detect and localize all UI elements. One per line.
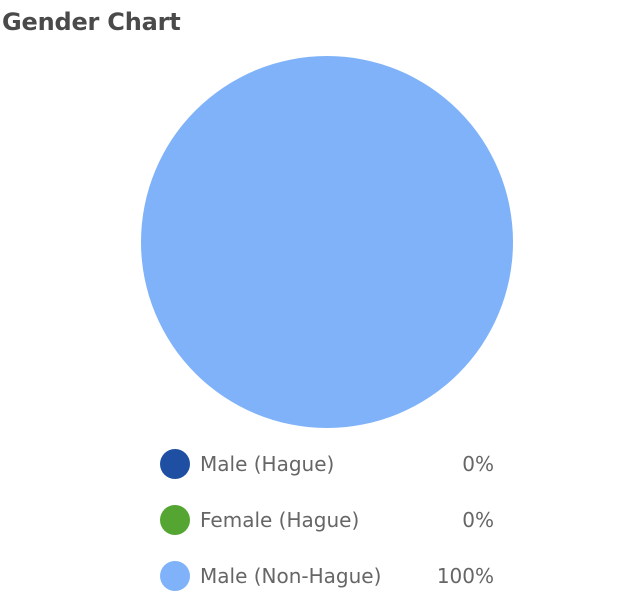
legend-label: Male (Non-Hague) — [200, 564, 382, 588]
chart-title: Gender Chart — [2, 8, 181, 36]
legend-value: 0% — [462, 452, 494, 476]
legend-label: Male (Hague) — [200, 452, 335, 476]
legend-item-female-hague: Female (Hague) 0% — [160, 504, 496, 536]
legend-swatch-male-hague — [160, 449, 190, 479]
chart-legend: Male (Hague) 0% Female (Hague) 0% Male (… — [160, 448, 496, 616]
pie-chart — [141, 56, 513, 428]
legend-value: 0% — [462, 508, 494, 532]
legend-swatch-female-hague — [160, 505, 190, 535]
legend-value: 100% — [436, 564, 494, 588]
legend-item-male-hague: Male (Hague) 0% — [160, 448, 496, 480]
legend-item-male-non-hague: Male (Non-Hague) 100% — [160, 560, 496, 592]
pie-slice-male-non-hague[interactable] — [141, 56, 513, 428]
legend-swatch-male-non-hague — [160, 561, 190, 591]
legend-label: Female (Hague) — [200, 508, 360, 532]
